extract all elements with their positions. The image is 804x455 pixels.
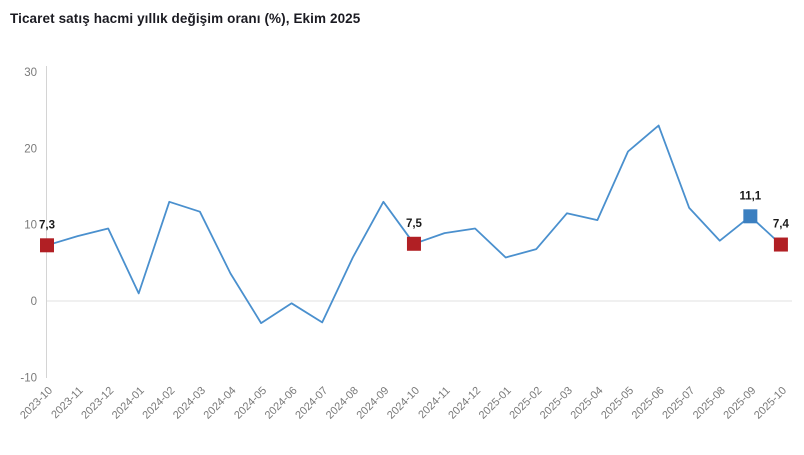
y-axis-tick-label: 20 xyxy=(24,143,37,155)
data-point-marker xyxy=(743,209,758,224)
y-axis-tick-label: 30 xyxy=(24,67,37,79)
x-axis-tick-label: 2024-10 xyxy=(385,385,422,422)
data-point-label: 7,4 xyxy=(773,219,790,231)
x-axis-tick-label: 2024-06 xyxy=(263,385,300,422)
data-point-label: 7,5 xyxy=(406,218,423,230)
x-axis-tick-label: 2024-09 xyxy=(354,385,391,422)
y-axis-tick-label: 10 xyxy=(24,220,37,232)
y-axis-tick-label: -10 xyxy=(20,372,37,384)
x-axis-tick-label: 2023-10 xyxy=(18,385,55,422)
data-point-label: 7,3 xyxy=(39,219,55,231)
data-point-marker xyxy=(40,238,54,253)
x-axis-tick-label: 2024-02 xyxy=(140,385,177,422)
x-axis-tick-label: 2025-08 xyxy=(691,385,728,422)
chart-title: Ticaret satış hacmi yıllık değişim oranı… xyxy=(10,11,361,26)
x-axis-tick-label: 2024-11 xyxy=(416,385,452,421)
x-axis-tick-label: 2024-12 xyxy=(446,385,483,422)
x-axis-tick-label: 2023-11 xyxy=(49,385,85,421)
x-axis-tick-label: 2025-03 xyxy=(538,385,575,422)
x-axis-tick-label: 2025-01 xyxy=(477,385,514,422)
data-point-marker xyxy=(773,237,788,252)
x-axis-tick-label: 2024-01 xyxy=(110,385,147,422)
x-axis-tick-label: 2025-07 xyxy=(660,385,697,422)
data-point-label: 11,1 xyxy=(739,190,761,202)
x-axis-tick-label: 2024-08 xyxy=(324,385,361,422)
x-axis-tick-label: 2025-04 xyxy=(569,385,606,422)
x-axis-tick-label: 2024-03 xyxy=(171,385,208,422)
data-point-marker xyxy=(406,236,421,251)
x-axis-tick-label: 2024-04 xyxy=(202,385,239,422)
x-axis-tick-label: 2025-10 xyxy=(752,385,789,422)
x-axis-tick-label: 2025-02 xyxy=(507,385,544,422)
x-axis-tick-label: 2025-06 xyxy=(630,385,667,422)
x-axis-tick-label: 2025-09 xyxy=(721,385,758,422)
x-axis-tick-label: 2023-12 xyxy=(79,385,116,422)
x-axis-tick-label: 2024-05 xyxy=(232,385,269,422)
y-axis-tick-label: 0 xyxy=(31,296,37,308)
x-axis-tick-label: 2025-05 xyxy=(599,385,636,422)
x-axis-tick-label: 2024-07 xyxy=(293,385,330,422)
